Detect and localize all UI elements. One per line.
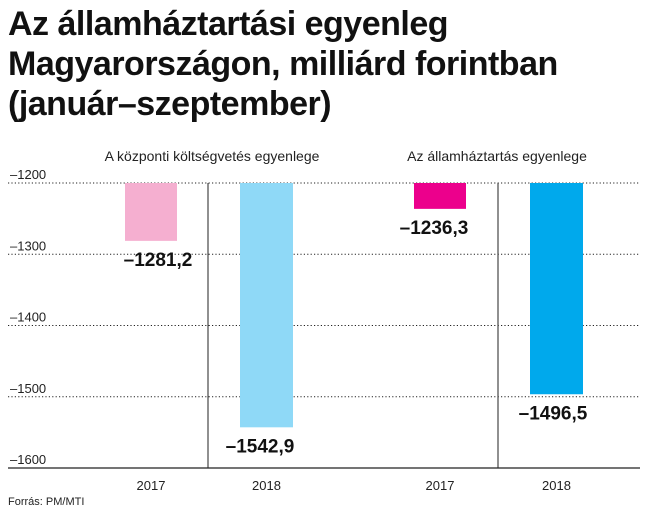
x-tick-label: 2018 [252,478,281,493]
data-label: –1496,5 [519,403,588,424]
bar [125,183,177,241]
bar [240,183,293,428]
data-label: –1542,9 [226,436,295,457]
title-line-1: Az államháztartási egyenleg [8,5,449,43]
y-tick-label: –1400 [10,310,46,325]
source-note: Forrás: PM/MTI [8,496,85,508]
y-tick-label: –1600 [10,452,46,467]
y-tick-label: –1200 [10,167,46,182]
group-title: Az államháztartás egyenlege [407,148,587,164]
x-tick-label: 2017 [137,478,166,493]
bar [530,183,583,395]
group-title: A központi költségvetés egyenlege [105,148,320,164]
chart-title: Az államháztartási egyenleg Magyarország… [8,4,644,124]
bar [414,183,466,209]
data-label: –1236,3 [400,218,469,239]
x-tick-label: 2017 [426,478,455,493]
y-tick-label: –1300 [10,238,46,253]
title-line-3: (január–szeptember) [8,85,332,123]
title-line-2: Magyarországon, milliárd forintban [8,45,558,83]
y-tick-label: –1500 [10,381,46,396]
x-tick-label: 2018 [542,478,571,493]
data-label: –1281,2 [124,250,193,271]
